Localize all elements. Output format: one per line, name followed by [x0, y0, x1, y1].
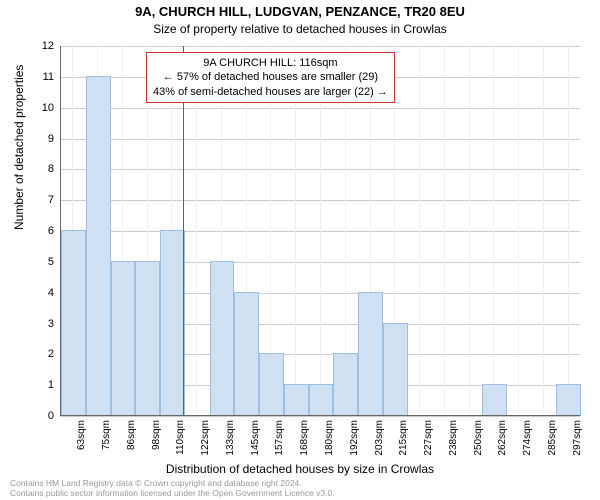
y-tick-label: 4: [48, 287, 54, 299]
x-tick-label: 262sqm: [497, 420, 508, 456]
x-tick-label: 227sqm: [423, 420, 434, 456]
x-tick-label: 133sqm: [225, 420, 236, 456]
x-tick-label: 192sqm: [349, 420, 360, 456]
y-tick-label: 3: [48, 318, 54, 330]
histogram-bar: [284, 384, 309, 416]
info-line: ← 57% of detached houses are smaller (29…: [153, 70, 388, 84]
x-tick-label: 122sqm: [200, 420, 211, 456]
info-line: 43% of semi-detached houses are larger (…: [153, 85, 388, 99]
histogram-bar: [135, 261, 160, 416]
x-tick-label: 203sqm: [374, 420, 385, 456]
y-tick-label: 11: [43, 71, 54, 83]
chart-subtitle: Size of property relative to detached ho…: [0, 22, 600, 36]
histogram-bar: [333, 353, 358, 416]
histogram-bar: [160, 230, 185, 416]
gridline-v: [568, 46, 569, 416]
x-tick-label: 75sqm: [101, 420, 112, 450]
attribution-footer: Contains HM Land Registry data © Crown c…: [10, 478, 335, 498]
x-tick-label: 285sqm: [547, 420, 558, 456]
histogram-bar: [309, 384, 334, 416]
y-tick-label: 10: [42, 102, 54, 114]
y-axis-label: Number of detached properties: [12, 65, 26, 230]
x-tick-label: 168sqm: [299, 420, 310, 456]
histogram-bar: [556, 384, 581, 416]
histogram-bar: [61, 230, 86, 416]
y-axis-line: [60, 46, 61, 416]
gridline-v: [419, 46, 420, 416]
x-tick-label: 157sqm: [274, 420, 285, 456]
x-axis-line: [60, 415, 580, 416]
footer-line: Contains HM Land Registry data © Crown c…: [10, 478, 335, 488]
gridline-v: [493, 46, 494, 416]
info-line: 9A CHURCH HILL: 116sqm: [153, 56, 388, 70]
histogram-bar: [482, 384, 507, 416]
x-tick-label: 63sqm: [76, 420, 87, 450]
gridline-v: [444, 46, 445, 416]
gridline-v: [543, 46, 544, 416]
chart-title-address: 9A, CHURCH HILL, LUDGVAN, PENZANCE, TR20…: [0, 4, 600, 19]
histogram-bar: [210, 261, 235, 416]
x-tick-label: 274sqm: [522, 420, 533, 456]
y-tick-label: 9: [48, 133, 54, 145]
gridline-h: [60, 416, 580, 417]
y-tick-label: 8: [48, 163, 54, 175]
x-tick-label: 250sqm: [473, 420, 484, 456]
x-tick-label: 238sqm: [448, 420, 459, 456]
y-tick-label: 2: [48, 348, 54, 360]
y-tick-label: 1: [48, 379, 54, 391]
x-tick-label: 180sqm: [324, 420, 335, 456]
x-axis-label: Distribution of detached houses by size …: [0, 462, 600, 476]
gridline-v: [518, 46, 519, 416]
x-tick-label: 98sqm: [151, 420, 162, 450]
y-tick-label: 6: [48, 225, 54, 237]
histogram-bar: [86, 76, 111, 416]
histogram-bar: [358, 292, 383, 416]
plot-area: 012345678910111263sqm75sqm86sqm98sqm110s…: [60, 46, 580, 416]
x-tick-label: 145sqm: [250, 420, 261, 456]
y-tick-label: 7: [48, 194, 54, 206]
gridline-v: [469, 46, 470, 416]
y-tick-label: 12: [42, 40, 54, 52]
histogram-bar: [259, 353, 284, 416]
y-tick-label: 0: [48, 410, 54, 422]
x-tick-label: 215sqm: [398, 420, 409, 456]
histogram-bar: [111, 261, 136, 416]
chart-container: 9A, CHURCH HILL, LUDGVAN, PENZANCE, TR20…: [0, 0, 600, 500]
x-tick-label: 86sqm: [126, 420, 137, 450]
x-tick-label: 297sqm: [572, 420, 583, 456]
x-tick-label: 110sqm: [175, 420, 186, 455]
histogram-bar: [383, 323, 408, 417]
property-info-box: 9A CHURCH HILL: 116sqm← 57% of detached …: [146, 52, 395, 103]
histogram-bar: [234, 292, 259, 416]
y-tick-label: 5: [48, 256, 54, 268]
footer-line: Contains public sector information licen…: [10, 488, 335, 498]
